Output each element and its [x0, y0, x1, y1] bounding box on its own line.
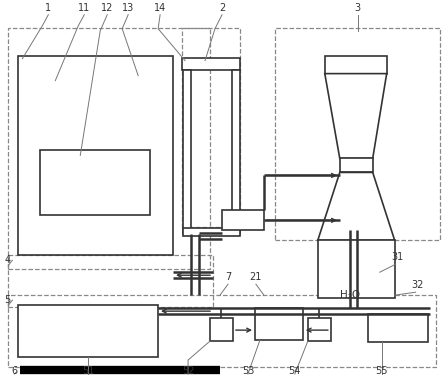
- Bar: [275, 28, 439, 240]
- Text: 11: 11: [78, 3, 90, 13]
- Text: 5: 5: [4, 295, 11, 305]
- Text: 21: 21: [250, 272, 262, 282]
- Text: H₂O: H₂O: [340, 290, 360, 300]
- Bar: [34, 65, 71, 100]
- Text: 55: 55: [375, 366, 388, 376]
- Bar: [308, 318, 331, 341]
- Text: 7: 7: [225, 272, 231, 282]
- Bar: [8, 28, 210, 269]
- Bar: [232, 69, 240, 234]
- Bar: [8, 295, 435, 367]
- Bar: [210, 318, 233, 341]
- Bar: [183, 69, 191, 234]
- Text: 13: 13: [122, 3, 134, 13]
- Bar: [255, 308, 303, 340]
- Text: 12: 12: [101, 3, 113, 13]
- Bar: [340, 158, 373, 172]
- Bar: [222, 210, 264, 230]
- Text: 1: 1: [45, 3, 51, 13]
- Text: 3: 3: [355, 3, 361, 13]
- Bar: [182, 28, 240, 227]
- Polygon shape: [318, 172, 395, 240]
- Text: 51: 51: [82, 366, 94, 376]
- Text: 6: 6: [12, 366, 17, 376]
- Bar: [40, 151, 150, 215]
- Bar: [19, 305, 158, 357]
- Text: 53: 53: [242, 366, 254, 376]
- Text: 54: 54: [289, 366, 301, 376]
- Bar: [325, 55, 387, 74]
- Bar: [318, 240, 395, 298]
- Text: 4: 4: [4, 255, 11, 265]
- Bar: [182, 58, 240, 69]
- Bar: [368, 314, 427, 342]
- Bar: [8, 255, 213, 307]
- Text: 14: 14: [154, 3, 166, 13]
- Bar: [183, 228, 240, 236]
- Bar: [19, 55, 173, 255]
- Text: 52: 52: [182, 366, 194, 376]
- Text: 32: 32: [412, 280, 424, 290]
- Text: 2: 2: [219, 3, 225, 13]
- Bar: [120, 59, 157, 95]
- Polygon shape: [325, 74, 387, 158]
- Text: 31: 31: [392, 252, 404, 262]
